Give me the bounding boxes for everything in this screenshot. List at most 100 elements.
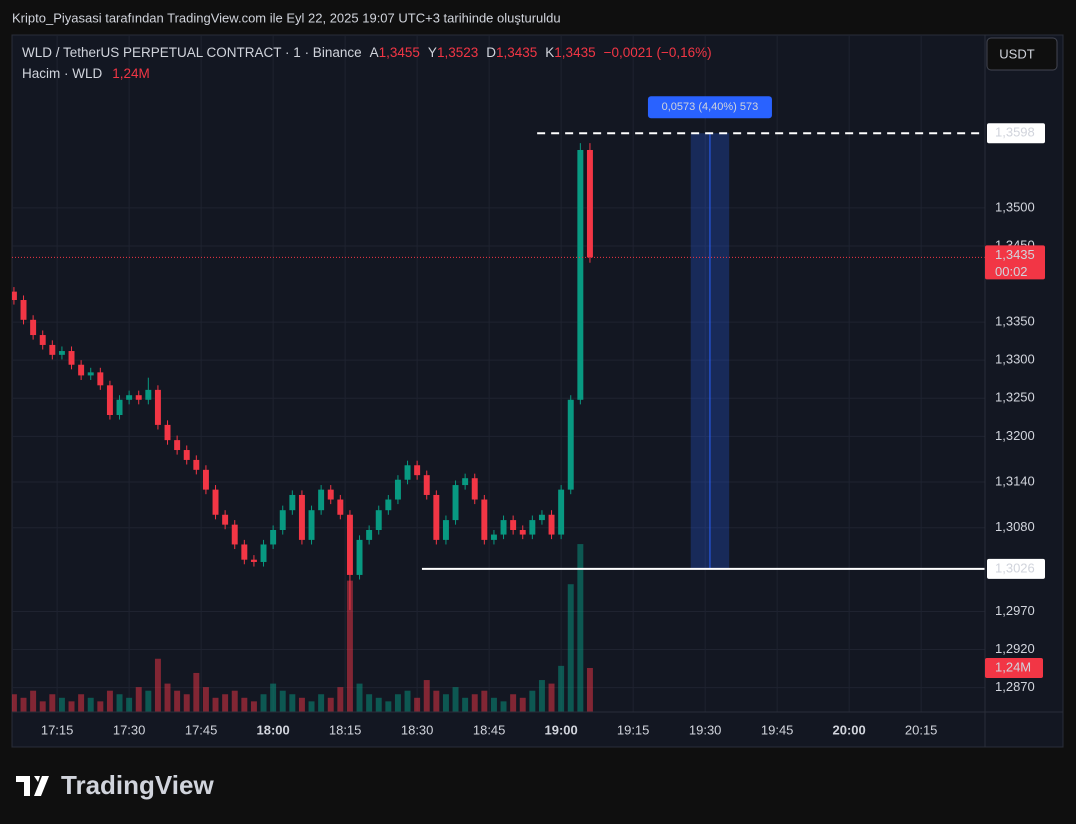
volume-bar xyxy=(519,697,526,712)
volume-bar xyxy=(500,701,507,712)
candle-body xyxy=(97,372,104,386)
volume-bar xyxy=(270,683,277,712)
candle-body xyxy=(289,494,296,511)
open-value: 1,3455 xyxy=(379,45,420,60)
candle-body xyxy=(558,489,565,535)
candle-body xyxy=(250,559,257,562)
volume-bar xyxy=(289,694,296,712)
candle-body xyxy=(308,510,315,540)
currency-label[interactable]: USDT xyxy=(999,46,1034,61)
high-value: 1,3523 xyxy=(437,45,478,60)
last-price-label: 1,3435 xyxy=(995,247,1035,262)
level-label-box xyxy=(987,558,1045,579)
candle-body xyxy=(12,291,17,301)
volume-bar xyxy=(538,680,545,712)
candle-body xyxy=(260,544,267,562)
volume-bar xyxy=(260,694,267,712)
candle-body xyxy=(481,499,488,540)
volume-bar xyxy=(327,697,334,712)
candle-body xyxy=(145,389,152,400)
volume-bar xyxy=(442,694,449,712)
volume-bar xyxy=(279,690,286,712)
close-value: 1,3435 xyxy=(554,45,595,60)
low-label: D xyxy=(486,45,496,60)
candle-body xyxy=(356,539,363,575)
countdown-label: 00:02 xyxy=(995,264,1028,279)
candle-body xyxy=(394,479,401,500)
candle-body xyxy=(241,544,248,560)
candle-body xyxy=(231,524,238,545)
y-tick-label: 1,3500 xyxy=(995,199,1035,214)
volume-bar xyxy=(145,690,152,712)
volume-bar xyxy=(12,694,17,712)
candle-body xyxy=(318,489,325,511)
x-tick-label: 19:00 xyxy=(545,722,578,737)
y-tick-label: 1,3080 xyxy=(995,519,1035,534)
candle-body xyxy=(385,499,392,511)
candle-body xyxy=(404,465,411,480)
volume-bar xyxy=(490,697,497,712)
candle-body xyxy=(538,514,545,521)
y-tick-label: 1,2970 xyxy=(995,603,1035,618)
candle-body xyxy=(375,510,382,530)
candle-body xyxy=(20,300,27,320)
page-title: Kripto_Piyasasi tarafından TradingView.c… xyxy=(12,10,561,25)
volume-bar xyxy=(433,690,440,712)
candle-body xyxy=(490,534,497,540)
level-label: 1,3026 xyxy=(995,560,1035,575)
volume-bar xyxy=(462,697,469,712)
candle-body xyxy=(586,149,593,258)
x-tick-label: 18:00 xyxy=(257,722,290,737)
volume-bar xyxy=(20,697,27,712)
volume-bar xyxy=(250,701,257,712)
y-tick-label: 1,2920 xyxy=(995,641,1035,656)
volume-bar xyxy=(298,697,305,712)
candle-body xyxy=(500,520,507,535)
last-price-box xyxy=(985,245,1045,280)
candle-body xyxy=(116,399,123,416)
level-label: 1,3598 xyxy=(995,125,1035,140)
candle-body xyxy=(183,450,190,460)
y-tick-label: 1,3200 xyxy=(995,428,1035,443)
candle-body xyxy=(577,149,584,400)
candle-body xyxy=(87,372,94,376)
symbol-title: WLD / TetherUS PERPETUAL CONTRACT · 1 · … xyxy=(22,45,362,60)
volume-bar xyxy=(193,672,200,712)
volume-bar xyxy=(174,690,181,712)
volume-bar xyxy=(97,701,104,712)
legend: WLD / TetherUS PERPETUAL CONTRACT · 1 · … xyxy=(22,45,712,60)
volume-bar xyxy=(87,697,94,712)
plot-area xyxy=(12,132,985,712)
volume-bar xyxy=(423,680,430,712)
volume-bar xyxy=(567,584,574,712)
volume-bar xyxy=(212,697,219,712)
chart-pane xyxy=(11,34,1064,748)
level-label-box xyxy=(987,123,1045,144)
candle-body xyxy=(58,351,65,355)
x-tick-label: 18:15 xyxy=(329,722,362,737)
candle-body xyxy=(212,489,219,515)
high-label: Y xyxy=(428,45,437,60)
volume-bar xyxy=(106,690,113,712)
currency-button[interactable] xyxy=(986,37,1058,71)
volume-title: Hacim · WLD xyxy=(22,66,102,81)
volume-bar xyxy=(375,697,382,712)
x-tick-label: 17:15 xyxy=(41,722,74,737)
x-tick-label: 20:15 xyxy=(905,722,938,737)
brand-name: TradingView xyxy=(61,770,214,800)
y-tick-label: 1,2870 xyxy=(995,679,1035,694)
x-tick-label: 18:45 xyxy=(473,722,506,737)
volume-bar xyxy=(154,658,161,712)
axes: 1,2870 1,2920 1,2970 1,3080 1,3140 1,3200 1,32… xyxy=(41,199,1035,737)
candle-body xyxy=(452,485,459,521)
y-tick-label: 1,3250 xyxy=(995,390,1035,405)
candle-body xyxy=(135,395,142,400)
volume-bar xyxy=(308,701,315,712)
candle-body xyxy=(279,510,286,530)
change-value: −0,0021 (−0,16%) xyxy=(604,45,712,60)
volume-bar xyxy=(586,667,593,712)
volume-bar xyxy=(481,690,488,712)
candle-body xyxy=(327,489,334,500)
candle-body xyxy=(519,529,526,535)
